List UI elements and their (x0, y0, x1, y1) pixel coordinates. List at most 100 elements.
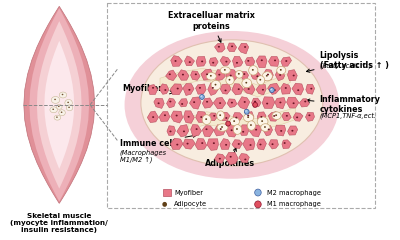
Ellipse shape (158, 102, 160, 104)
Polygon shape (178, 99, 188, 107)
Polygon shape (286, 97, 299, 108)
Ellipse shape (270, 89, 272, 90)
Polygon shape (257, 112, 266, 121)
Polygon shape (306, 112, 314, 121)
Polygon shape (282, 140, 291, 149)
Polygon shape (257, 139, 266, 150)
Ellipse shape (272, 112, 281, 120)
Ellipse shape (225, 61, 228, 62)
Polygon shape (214, 43, 225, 52)
Ellipse shape (206, 128, 208, 130)
Ellipse shape (242, 79, 252, 88)
Text: Myofiber: Myofiber (174, 190, 203, 196)
Ellipse shape (261, 124, 270, 131)
Ellipse shape (59, 110, 65, 116)
Polygon shape (227, 99, 237, 108)
Polygon shape (275, 98, 286, 109)
Polygon shape (178, 70, 189, 80)
Polygon shape (171, 111, 183, 123)
Ellipse shape (164, 114, 166, 116)
Ellipse shape (176, 144, 178, 145)
Ellipse shape (52, 108, 54, 110)
Ellipse shape (221, 126, 223, 128)
Polygon shape (148, 84, 158, 95)
Polygon shape (183, 139, 195, 149)
Ellipse shape (238, 88, 240, 90)
Ellipse shape (195, 73, 197, 75)
Polygon shape (220, 84, 231, 94)
Ellipse shape (218, 46, 220, 48)
Ellipse shape (50, 107, 57, 113)
Polygon shape (170, 84, 183, 95)
Ellipse shape (176, 115, 178, 116)
Polygon shape (202, 98, 213, 108)
Polygon shape (252, 98, 261, 107)
Ellipse shape (196, 128, 198, 130)
Polygon shape (37, 21, 82, 189)
Text: Extracelluar matrix
proteins: Extracelluar matrix proteins (168, 11, 255, 42)
Ellipse shape (213, 142, 215, 144)
Ellipse shape (152, 116, 154, 118)
Ellipse shape (236, 71, 243, 78)
Ellipse shape (285, 87, 287, 89)
Ellipse shape (233, 125, 242, 134)
Ellipse shape (225, 117, 227, 119)
Text: (Fatty acids ↑ ): (Fatty acids ↑ ) (320, 62, 371, 69)
Polygon shape (239, 125, 249, 136)
Text: M1 macrophage: M1 macrophage (267, 201, 321, 207)
Ellipse shape (124, 31, 339, 179)
Polygon shape (281, 83, 291, 94)
Ellipse shape (235, 117, 237, 119)
Polygon shape (209, 113, 217, 121)
Ellipse shape (62, 94, 63, 95)
Polygon shape (220, 56, 230, 66)
Text: Immune cells: Immune cells (120, 134, 196, 148)
Ellipse shape (236, 62, 238, 64)
Polygon shape (239, 154, 249, 163)
Ellipse shape (264, 126, 266, 128)
Polygon shape (30, 8, 89, 201)
Polygon shape (256, 56, 267, 68)
Ellipse shape (262, 89, 264, 91)
Ellipse shape (174, 60, 176, 62)
Polygon shape (232, 56, 243, 67)
Ellipse shape (293, 75, 295, 76)
Ellipse shape (213, 115, 215, 117)
Ellipse shape (266, 103, 268, 104)
Ellipse shape (56, 104, 62, 109)
Ellipse shape (261, 59, 263, 61)
Ellipse shape (202, 115, 211, 125)
Bar (163, 189, 171, 197)
Ellipse shape (231, 45, 233, 47)
Ellipse shape (261, 120, 263, 122)
Ellipse shape (54, 99, 56, 100)
Ellipse shape (51, 96, 60, 103)
Polygon shape (226, 124, 238, 137)
Ellipse shape (279, 102, 282, 103)
Text: (Macrophages
M1/M2 ↑): (Macrophages M1/M2 ↑) (120, 149, 167, 163)
Polygon shape (245, 112, 254, 121)
Polygon shape (220, 139, 230, 149)
Polygon shape (214, 154, 225, 163)
Polygon shape (170, 138, 183, 150)
Polygon shape (268, 56, 279, 66)
Ellipse shape (247, 114, 249, 116)
Ellipse shape (292, 102, 295, 104)
Ellipse shape (270, 88, 274, 93)
Ellipse shape (244, 101, 246, 103)
Ellipse shape (210, 75, 212, 77)
Ellipse shape (248, 88, 250, 90)
Ellipse shape (230, 156, 232, 158)
Ellipse shape (308, 114, 310, 116)
Ellipse shape (200, 116, 202, 118)
Ellipse shape (277, 66, 286, 74)
Polygon shape (232, 84, 243, 95)
Ellipse shape (219, 158, 221, 160)
Ellipse shape (297, 89, 299, 91)
Ellipse shape (243, 73, 245, 75)
Ellipse shape (291, 130, 294, 132)
Polygon shape (202, 126, 214, 137)
Ellipse shape (249, 66, 258, 75)
Ellipse shape (247, 116, 249, 118)
Ellipse shape (257, 76, 265, 85)
